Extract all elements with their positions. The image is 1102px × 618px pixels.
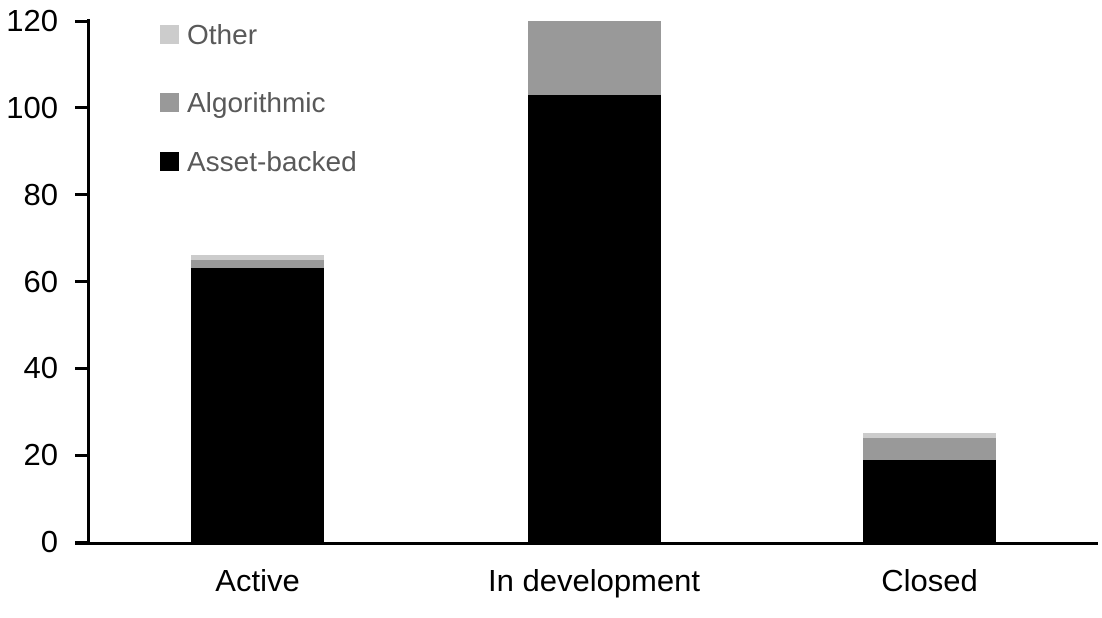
y-tick-mark-80	[75, 193, 88, 197]
legend-item-asset-backed: Asset-backed	[160, 144, 357, 180]
x-category-label-closed: Closed	[881, 563, 978, 598]
legend-swatch-other-icon	[160, 25, 179, 44]
chart-legend: Other Algorithmic Asset-backed	[0, 0, 420, 200]
x-category-label-in-development: In development	[488, 563, 700, 598]
legend-swatch-asset-backed-icon	[160, 152, 179, 171]
legend-label-asset-backed: Asset-backed	[187, 145, 357, 177]
legend-label-other: Other	[187, 18, 258, 50]
y-tick-label-120: 120	[6, 3, 58, 38]
bar-segment-asset-backed-closed	[863, 459, 996, 542]
y-axis-line	[87, 19, 90, 545]
y-tick-label-100: 100	[6, 89, 58, 125]
y-tick-mark-60	[75, 280, 88, 283]
y-tick-mark-0	[75, 540, 88, 544]
y-tick-label-0: 0	[40, 524, 58, 559]
y-tick-label-20: 20	[23, 437, 58, 473]
y-tick-label-80: 80	[23, 176, 58, 212]
bar-segment-other-closed	[863, 433, 996, 438]
y-tick-label-40: 40	[23, 350, 58, 386]
bar-segment-algorithmic-closed	[863, 437, 996, 460]
bar-segment-asset-backed-in-development	[527, 94, 661, 542]
y-tick-label-60: 60	[23, 263, 58, 299]
y-tick-mark-20	[75, 453, 88, 457]
x-axis-line	[75, 542, 1098, 545]
legend-item-algorithmic: Algorithmic	[160, 85, 325, 121]
y-tick-mark-40	[75, 366, 88, 370]
bar-segment-other-active	[191, 255, 324, 260]
bar-segment-algorithmic-in-development	[527, 21, 661, 95]
legend-swatch-algorithmic-icon	[160, 93, 179, 112]
y-tick-mark-120	[75, 19, 88, 23]
y-tick-mark-100	[75, 106, 88, 110]
legend-item-other: Other	[160, 17, 257, 53]
x-category-label-active: Active	[215, 563, 300, 598]
bar-segment-algorithmic-active	[191, 259, 324, 269]
bar-segment-asset-backed-active	[191, 268, 324, 542]
legend-label-algorithmic: Algorithmic	[187, 86, 326, 118]
